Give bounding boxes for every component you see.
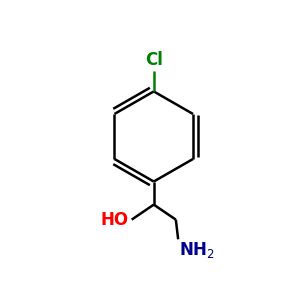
Text: NH$_2$: NH$_2$	[179, 240, 215, 260]
Text: Cl: Cl	[145, 52, 163, 70]
Text: HO: HO	[101, 211, 129, 229]
